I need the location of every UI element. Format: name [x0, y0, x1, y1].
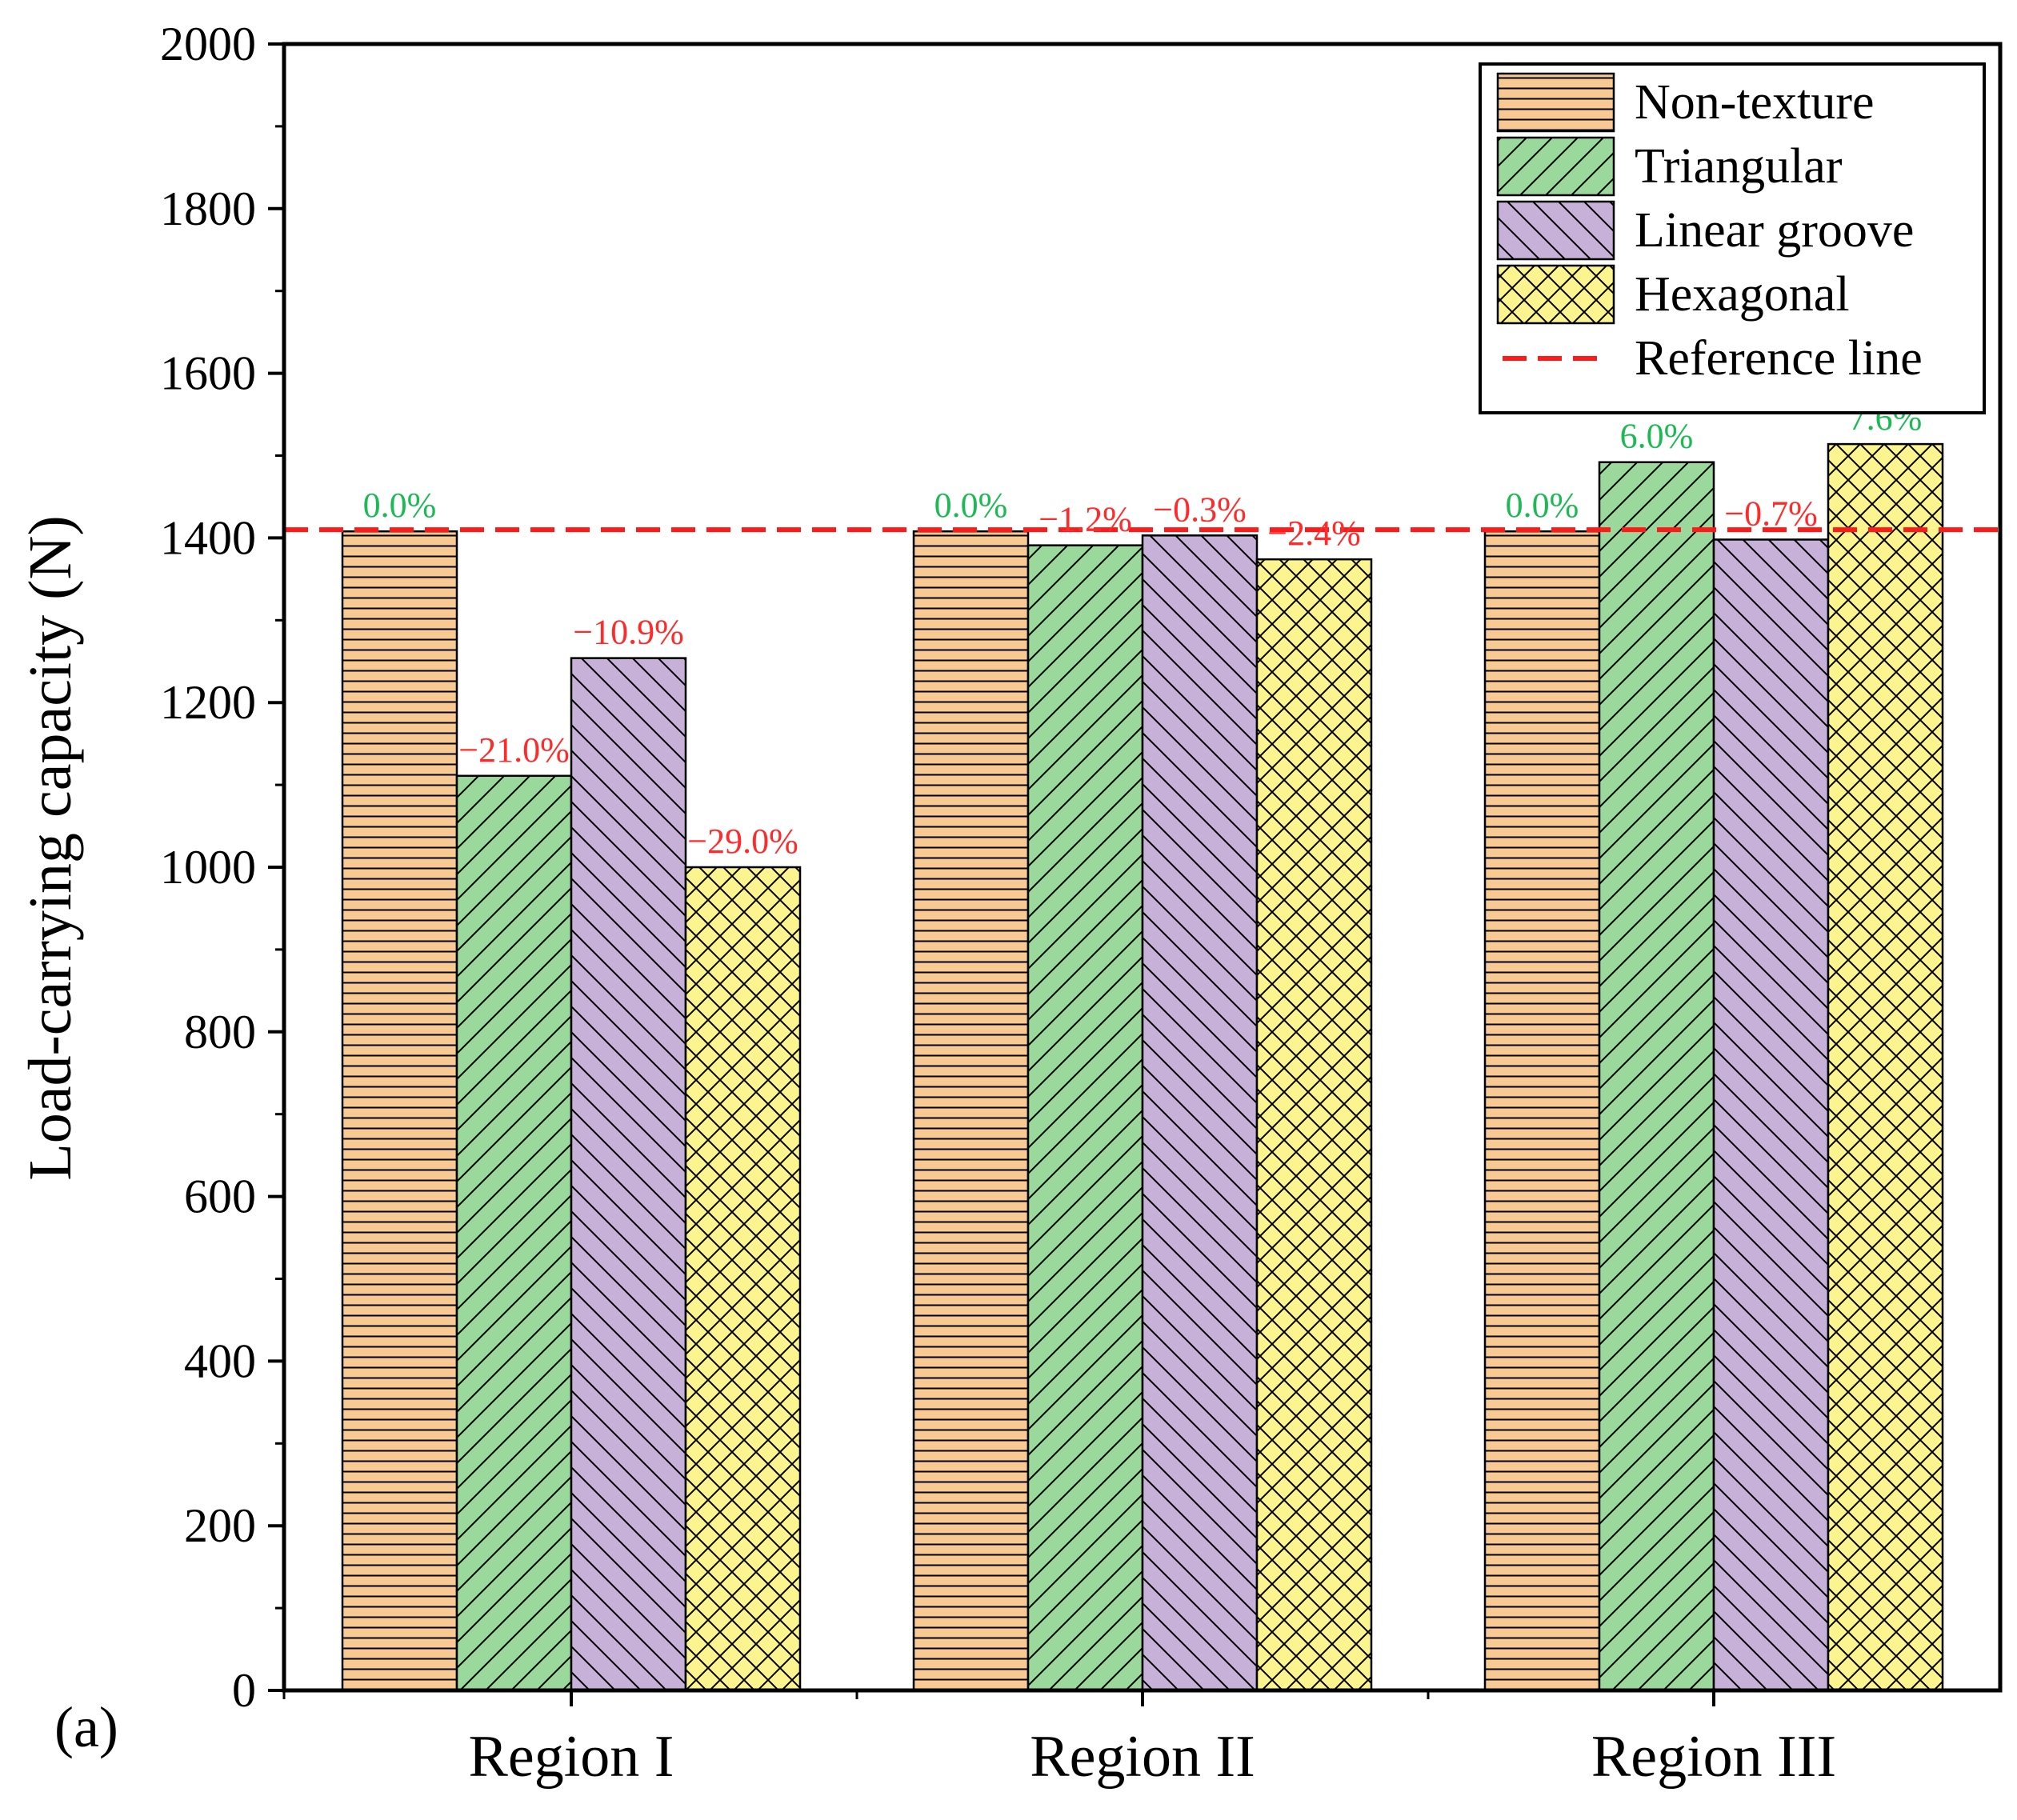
bar-triangular-3 [1598, 461, 1715, 1692]
bar-triangular-1 [455, 774, 573, 1692]
bar-linear-groove-2 [1141, 534, 1259, 1692]
legend-swatch-non-texture [1496, 72, 1615, 133]
bar-value-label: −1.2% [1039, 500, 1131, 539]
legend: Non-texture Triangular Linear groove Hexago… [1479, 62, 1986, 414]
bar-value-label: 0.0% [363, 486, 437, 525]
y-tick-label: 1400 [160, 511, 256, 564]
bar-non-texture-1 [341, 530, 458, 1692]
bar-value-label: −10.9% [573, 613, 683, 652]
bar-value-label: 0.0% [1506, 486, 1579, 525]
axes-layer: 0 200 400 600 800 1000 1200 1400 1600 1800 2000 Reg… [160, 18, 2003, 1790]
bar-value-label: −21.0% [458, 730, 569, 770]
bar-value-label: −2.4% [1267, 514, 1360, 553]
bar-linear-groove-3 [1712, 538, 1830, 1692]
bar-value-label: 0.0% [934, 486, 1008, 525]
legend-swatch-triangular [1496, 136, 1615, 197]
bar-labels-layer: 0.0% 0.0% 0.0% −21.0% −1.2% 6.0% −10.9% −0.3% −0… [363, 398, 1923, 861]
bar-hexagonal-2 [1255, 558, 1373, 1692]
bar-value-label: 6.0% [1620, 417, 1694, 456]
y-tick-label: 1600 [160, 347, 256, 400]
legend-label: Non-texture [1635, 75, 1875, 130]
bar-value-label: −0.7% [1724, 494, 1817, 533]
legend-label: Linear groove [1635, 203, 1914, 258]
bar-hexagonal-3 [1827, 442, 1944, 1692]
legend-swatch-linear-groove [1496, 200, 1615, 261]
y-axis-title: Load-carrying capacity (N) [17, 515, 84, 1180]
y-tick-label: 1800 [160, 182, 256, 235]
legend-label: Hexagonal [1635, 267, 1850, 322]
bar-non-texture-2 [912, 530, 1030, 1692]
x-category-label: Region I [469, 1724, 674, 1790]
y-tick-label: 1200 [160, 676, 256, 729]
bars-layer [341, 442, 1944, 1692]
y-tick-label: 200 [184, 1499, 256, 1552]
bar-non-texture-3 [1483, 530, 1601, 1692]
bar-value-label: −0.3% [1153, 490, 1246, 529]
x-category-label: Region II [1030, 1724, 1255, 1790]
bar-value-label: −29.0% [687, 822, 798, 861]
y-tick-label: 1000 [160, 841, 256, 894]
y-tick-label: 0 [232, 1664, 256, 1717]
legend-swatch-hexagonal [1496, 264, 1615, 325]
bar-triangular-2 [1027, 544, 1144, 1692]
bar-linear-groove-1 [570, 657, 687, 1692]
y-tick-label: 800 [184, 1006, 256, 1058]
panel-label: (a) [54, 1695, 118, 1759]
legend-label: Reference line [1635, 331, 1923, 386]
legend-label: Triangular [1635, 139, 1843, 194]
y-tick-label: 400 [184, 1334, 256, 1387]
bar-hexagonal-1 [684, 866, 802, 1692]
y-tick-label: 2000 [160, 18, 256, 70]
x-category-label: Region III [1591, 1724, 1836, 1790]
y-tick-label: 600 [184, 1170, 256, 1223]
